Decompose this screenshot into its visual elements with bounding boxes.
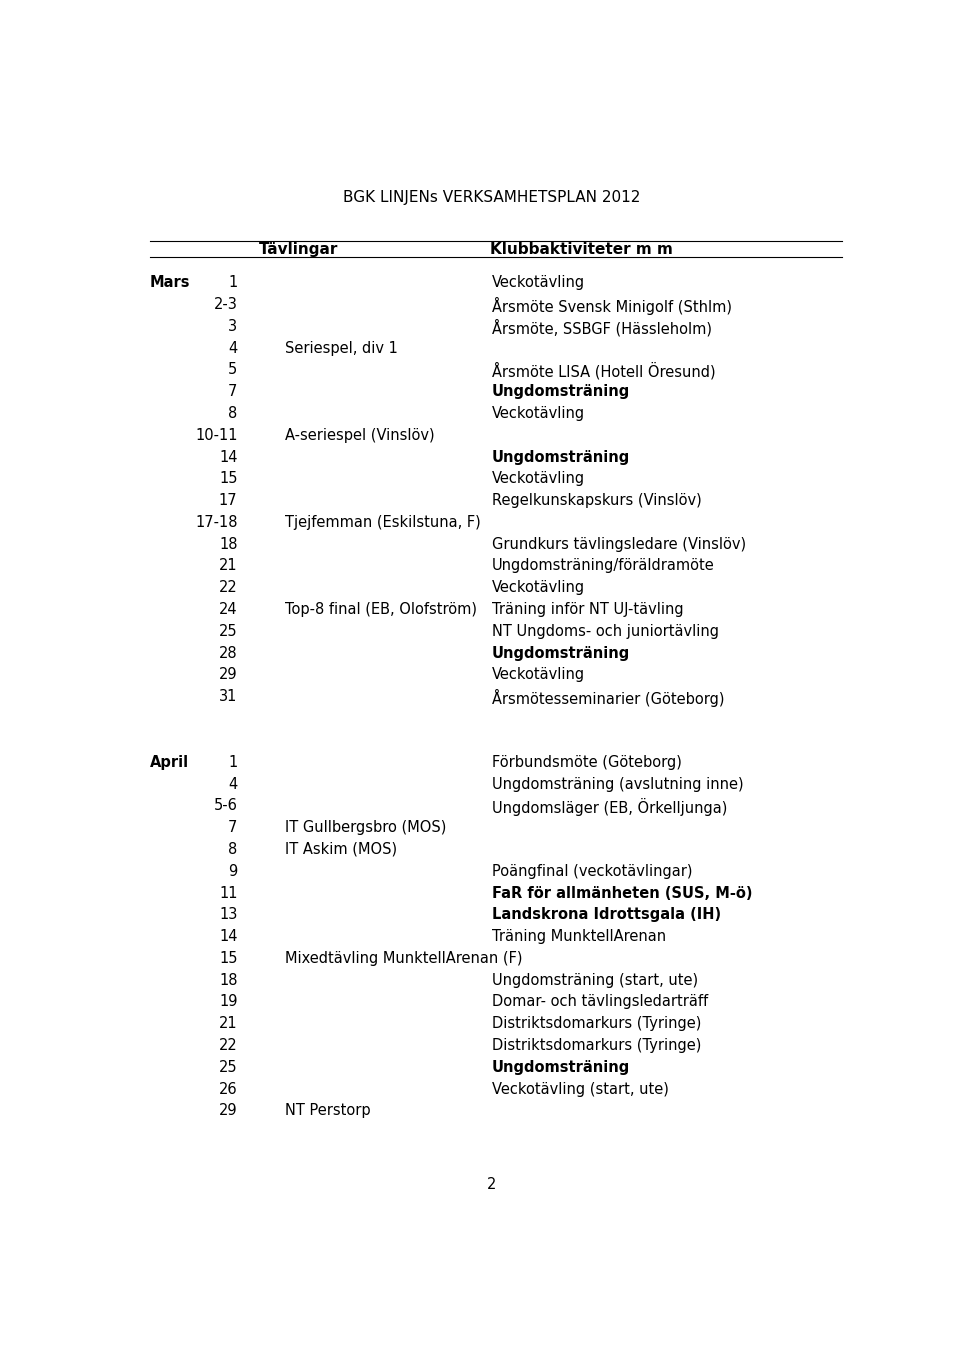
Text: Regelkunskapskurs (Vinslöv): Regelkunskapskurs (Vinslöv): [492, 494, 702, 509]
Text: 9: 9: [228, 864, 237, 879]
Text: 10-11: 10-11: [195, 428, 237, 443]
Text: Årsmöte, SSBGF (Hässleholm): Årsmöte, SSBGF (Hässleholm): [492, 318, 712, 336]
Text: BGK LINJENs VERKSAMHETSPLAN 2012: BGK LINJENs VERKSAMHETSPLAN 2012: [344, 190, 640, 205]
Text: Ungdomsträning: Ungdomsträning: [492, 384, 631, 398]
Text: Årsmöte Svensk Minigolf (Sthlm): Årsmöte Svensk Minigolf (Sthlm): [492, 296, 732, 316]
Text: 26: 26: [219, 1081, 237, 1096]
Text: NT Perstorp: NT Perstorp: [285, 1103, 371, 1118]
Text: 24: 24: [219, 602, 237, 617]
Text: Top-8 final (EB, Olofström): Top-8 final (EB, Olofström): [285, 602, 477, 617]
Text: Veckotävling: Veckotävling: [492, 581, 586, 596]
Text: Ungdomsträning/föräldramöte: Ungdomsträning/föräldramöte: [492, 559, 715, 574]
Text: 15: 15: [219, 472, 237, 487]
Text: April: April: [150, 755, 189, 770]
Text: Tävlingar: Tävlingar: [259, 242, 338, 257]
Text: Seriespel, div 1: Seriespel, div 1: [285, 340, 398, 355]
Text: 31: 31: [219, 690, 237, 704]
Text: Grundkurs tävlingsledare (Vinslöv): Grundkurs tävlingsledare (Vinslöv): [492, 537, 746, 552]
Text: 2-3: 2-3: [214, 296, 237, 311]
Text: Tjejfemman (Eskilstuna, F): Tjejfemman (Eskilstuna, F): [285, 515, 481, 530]
Text: Mixedtävling MunktellArenan (F): Mixedtävling MunktellArenan (F): [285, 951, 522, 966]
Text: 7: 7: [228, 820, 237, 835]
Text: A-seriespel (Vinslöv): A-seriespel (Vinslöv): [285, 428, 435, 443]
Text: 8: 8: [228, 842, 237, 857]
Text: Veckotävling: Veckotävling: [492, 405, 586, 422]
Text: 21: 21: [219, 559, 237, 574]
Text: Veckotävling: Veckotävling: [492, 668, 586, 683]
Text: 18: 18: [219, 972, 237, 987]
Text: FaR för allmänheten (SUS, M-ö): FaR för allmänheten (SUS, M-ö): [492, 885, 753, 900]
Text: 7: 7: [228, 384, 237, 398]
Text: 18: 18: [219, 537, 237, 552]
Text: IT Gullbergsbro (MOS): IT Gullbergsbro (MOS): [285, 820, 446, 835]
Text: 17: 17: [219, 494, 237, 509]
Text: 28: 28: [219, 646, 237, 661]
Text: Veckotävling: Veckotävling: [492, 275, 586, 290]
Text: Årsmöte LISA (Hotell Öresund): Årsmöte LISA (Hotell Öresund): [492, 362, 715, 379]
Text: 14: 14: [219, 450, 237, 465]
Text: Distriktsdomarkurs (Tyringe): Distriktsdomarkurs (Tyringe): [492, 1038, 702, 1053]
Text: Ungdomsträning (start, ute): Ungdomsträning (start, ute): [492, 972, 698, 987]
Text: 1: 1: [228, 275, 237, 290]
Text: Årsmötesseminarier (Göteborg): Årsmötesseminarier (Göteborg): [492, 690, 725, 707]
Text: 25: 25: [219, 624, 237, 639]
Text: 4: 4: [228, 777, 237, 792]
Text: NT Ungdoms- och juniortävling: NT Ungdoms- och juniortävling: [492, 624, 719, 639]
Text: 8: 8: [228, 405, 237, 422]
Text: Domar- och tävlingsledarträff: Domar- och tävlingsledarträff: [492, 994, 708, 1009]
Text: Ungdomsträning (avslutning inne): Ungdomsträning (avslutning inne): [492, 777, 744, 792]
Text: 5-6: 5-6: [214, 798, 237, 813]
Text: Veckotävling (start, ute): Veckotävling (start, ute): [492, 1081, 669, 1096]
Text: 22: 22: [219, 1038, 237, 1053]
Text: 2: 2: [488, 1176, 496, 1191]
Text: 1: 1: [228, 755, 237, 770]
Text: Poängfinal (veckotävlingar): Poängfinal (veckotävlingar): [492, 864, 692, 879]
Text: Ungdomsträning: Ungdomsträning: [492, 646, 631, 661]
Text: 21: 21: [219, 1016, 237, 1031]
Text: 15: 15: [219, 951, 237, 966]
Text: Träning inför NT UJ-tävling: Träning inför NT UJ-tävling: [492, 602, 684, 617]
Text: Landskrona Idrottsgala (IH): Landskrona Idrottsgala (IH): [492, 907, 721, 922]
Text: 19: 19: [219, 994, 237, 1009]
Text: Distriktsdomarkurs (Tyringe): Distriktsdomarkurs (Tyringe): [492, 1016, 702, 1031]
Text: Ungdomsläger (EB, Örkelljunga): Ungdomsläger (EB, Örkelljunga): [492, 798, 728, 816]
Text: Träning MunktellArenan: Träning MunktellArenan: [492, 929, 666, 944]
Text: 5: 5: [228, 362, 237, 377]
Text: 11: 11: [219, 885, 237, 900]
Text: 4: 4: [228, 340, 237, 355]
Text: Förbundsmöte (Göteborg): Förbundsmöte (Göteborg): [492, 755, 682, 770]
Text: Ungdomsträning: Ungdomsträning: [492, 1059, 631, 1074]
Text: 17-18: 17-18: [195, 515, 237, 530]
Text: 13: 13: [219, 907, 237, 922]
Text: Mars: Mars: [150, 275, 190, 290]
Text: Veckotävling: Veckotävling: [492, 472, 586, 487]
Text: 29: 29: [219, 1103, 237, 1118]
Text: IT Askim (MOS): IT Askim (MOS): [285, 842, 397, 857]
Text: 25: 25: [219, 1059, 237, 1074]
Text: 29: 29: [219, 668, 237, 683]
Text: Ungdomsträning: Ungdomsträning: [492, 450, 631, 465]
Text: 14: 14: [219, 929, 237, 944]
Text: Klubbaktiviteter m m: Klubbaktiviteter m m: [490, 242, 673, 257]
Text: 3: 3: [228, 318, 237, 333]
Text: 22: 22: [219, 581, 237, 596]
